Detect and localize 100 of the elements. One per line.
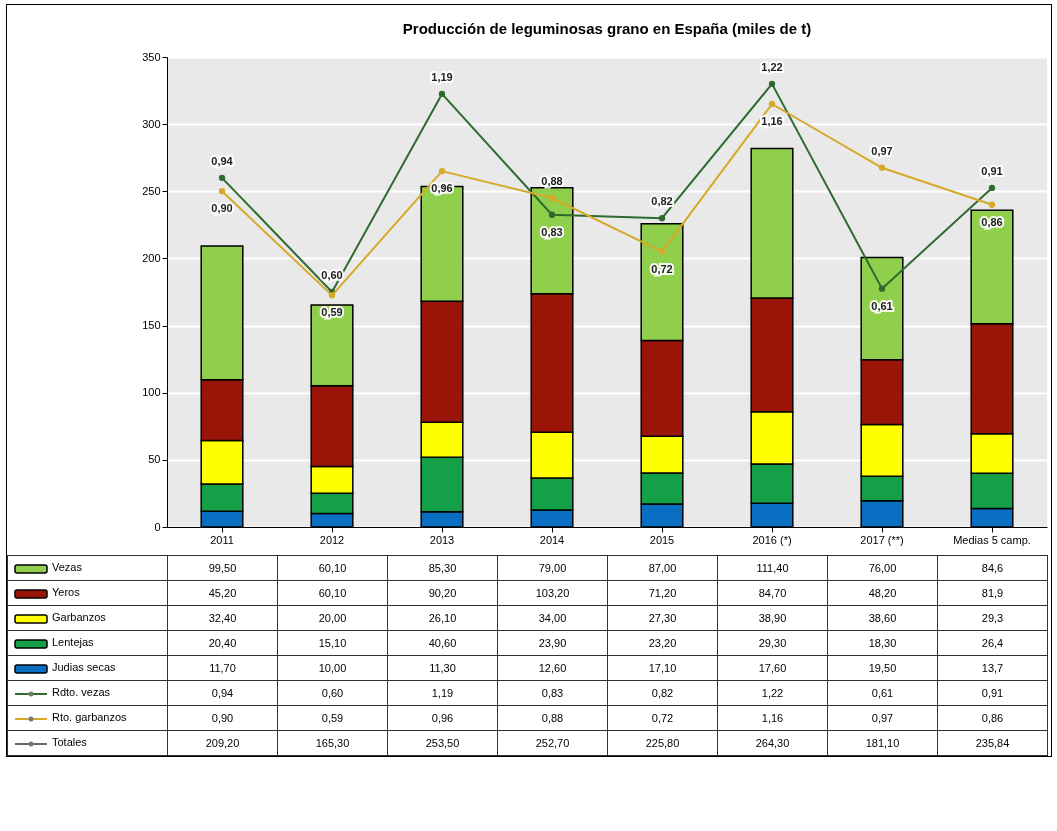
legend-label: Rto. garbanzos (52, 711, 127, 724)
y-tick-label: 200 (142, 251, 161, 264)
text: 181,10 (827, 730, 938, 756)
data-label: 79,00 (497, 555, 608, 581)
y-tick-label: 100 (142, 386, 161, 399)
text: 0,86 (981, 215, 1003, 228)
data-label: 17,60 (717, 655, 828, 681)
y-tick-label: 0 (154, 520, 161, 533)
data-label: 71,20 (607, 580, 718, 606)
data-label: 103,20 (497, 580, 608, 606)
point (548, 211, 556, 218)
data-label: 0,86 (937, 705, 1048, 731)
y-tick-label: 150 (142, 319, 161, 332)
data-label: 99,50 (167, 555, 278, 581)
data-label: 0,97 (827, 705, 938, 731)
data-label: 27,30 (607, 605, 718, 631)
text: 165,30 (277, 730, 388, 756)
data-label: 11,30 (387, 655, 498, 681)
point (218, 188, 226, 195)
data-label: 32,40 (167, 605, 278, 631)
data-label: 0,72 (607, 705, 718, 731)
point (328, 292, 336, 299)
y-tick-label: 250 (142, 184, 161, 197)
x-tick-label: 2011 (210, 533, 234, 546)
data-label: 38,60 (827, 605, 938, 631)
point (218, 174, 226, 182)
data-label: 1,16 (717, 705, 828, 731)
data-label: 84,70 (717, 580, 828, 606)
x-tick-label: 2013 (429, 533, 455, 546)
text: 209,20 (167, 730, 278, 756)
data-label: 1,19 (387, 680, 498, 706)
legend-label: Judias secas (52, 661, 116, 674)
x-tick-label: 2014 (539, 533, 565, 546)
text: 0,94 (211, 154, 233, 167)
legend-label: Garbanzos (52, 611, 106, 624)
data-label: 26,4 (937, 630, 1048, 656)
text: 0,88 (541, 175, 563, 187)
data-label: 29,3 (937, 605, 1048, 631)
x-tick-label: 2016 (*) (752, 533, 792, 546)
data-label: 34,00 (497, 605, 608, 631)
data-label: 23,90 (497, 630, 608, 656)
point (988, 201, 996, 208)
text: 1,22 (761, 60, 783, 73)
data-label: 60,10 (277, 580, 388, 606)
text: 225,80 (607, 730, 718, 756)
data-label: 18,30 (827, 630, 938, 656)
data-label: 0,82 (607, 680, 718, 706)
data-label: 45,20 (167, 580, 278, 606)
data-label: 0,61 (827, 680, 938, 706)
text: 0,61 (871, 299, 893, 312)
data-label: 0,88 (497, 705, 608, 731)
data-label: 29,30 (717, 630, 828, 656)
data-label: 19,50 (827, 655, 938, 681)
chart-title: Producción de leguminosas grano en España (miles de t) (402, 20, 812, 37)
legend-label: Yeros (52, 586, 80, 599)
data-label: 0,96 (387, 705, 498, 731)
legend-label: Vezas (52, 561, 82, 574)
text: 252,70 (497, 730, 608, 756)
text: 0,82 (651, 195, 673, 208)
point (988, 184, 996, 192)
text: Totales (52, 736, 87, 749)
point (658, 214, 666, 222)
text: 253,50 (387, 730, 498, 756)
data-label: 85,30 (387, 555, 498, 581)
data-label: 1,22 (717, 680, 828, 706)
text: 0,83 (541, 225, 563, 238)
legend-label: Rdto. vezas (52, 686, 111, 699)
data-label: 0,60 (277, 680, 388, 706)
data-label: 11,70 (167, 655, 278, 681)
point (768, 100, 776, 108)
point (768, 80, 776, 88)
x-tick-label: 2017 (**) (860, 533, 904, 546)
text: 1,16 (761, 115, 783, 127)
data-label: 87,00 (607, 555, 718, 581)
text: 235,84 (937, 730, 1048, 756)
x-tick-label: Medias 5 camp. (953, 533, 1031, 546)
x-tick-label: 2015 (649, 533, 675, 546)
data-label: 17,10 (607, 655, 718, 681)
data-label: 20,40 (167, 630, 278, 656)
x-tick-label: 2012 (319, 533, 345, 546)
data-label: 0,91 (937, 680, 1048, 706)
point (878, 164, 886, 171)
text: 0,59 (321, 306, 343, 319)
point (438, 167, 446, 175)
data-label: 0,90 (167, 705, 278, 731)
data-label: 111,40 (717, 555, 828, 581)
data-label: 15,10 (277, 630, 388, 656)
data-label: 60,10 (277, 555, 388, 581)
text: 1,19 (431, 70, 453, 83)
data-label: 0,59 (277, 705, 388, 731)
data-label: 38,90 (717, 605, 828, 631)
legend-label: Lentejas (52, 636, 94, 649)
data-label: 20,00 (277, 605, 388, 631)
data-label: 12,60 (497, 655, 608, 681)
data-label: 13,7 (937, 655, 1048, 681)
data-label: 26,10 (387, 605, 498, 631)
data-label: 0,94 (167, 680, 278, 706)
data-label: 0,83 (497, 680, 608, 706)
point (658, 248, 666, 255)
text: 0,72 (651, 262, 673, 275)
